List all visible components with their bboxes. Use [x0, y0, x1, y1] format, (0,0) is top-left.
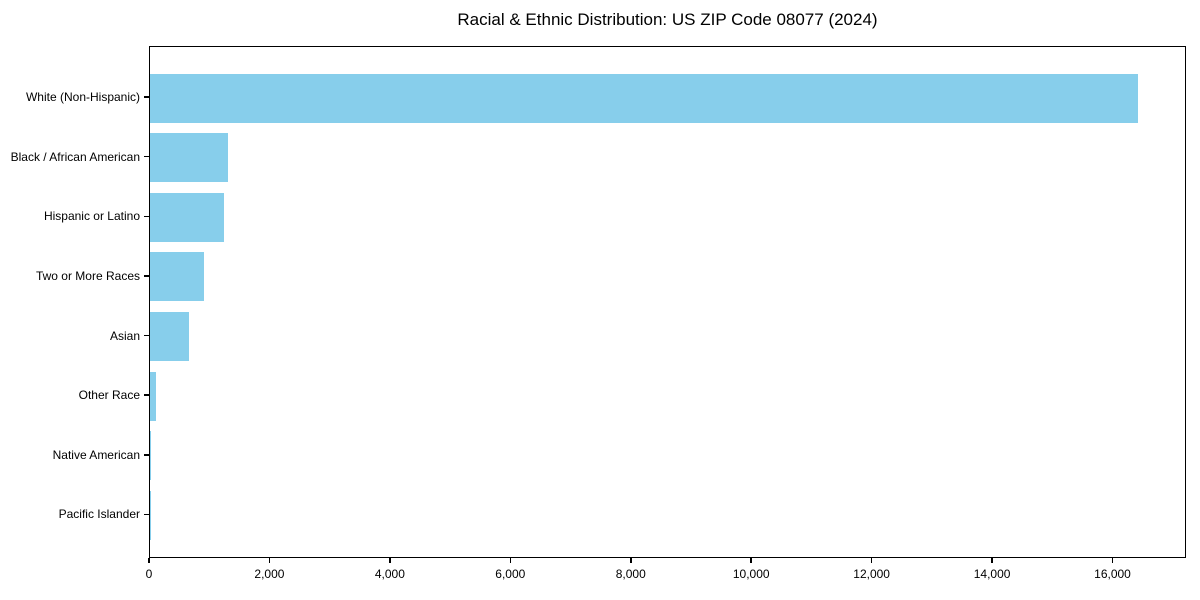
x-tick-mark [148, 558, 150, 563]
x-tick-mark [509, 558, 512, 563]
bar [150, 73, 1138, 123]
y-tick-label: Black / African American [10, 149, 140, 164]
x-tick-label: 4,000 [374, 567, 405, 581]
y-tick-label: Pacific Islander [58, 507, 140, 522]
x-tick-label: 2,000 [254, 567, 285, 581]
y-tick-label: Other Race [78, 388, 140, 403]
bar [150, 192, 225, 242]
x-tick-label: 16,000 [1094, 567, 1131, 581]
x-tick-mark [1111, 558, 1114, 563]
x-tick-label: 0 [145, 567, 153, 581]
y-tick-mark [143, 275, 149, 277]
y-tick-mark [143, 334, 149, 337]
y-tick-mark [143, 513, 149, 516]
x-tick-label: 12,000 [853, 567, 890, 581]
x-tick-mark [750, 558, 752, 563]
y-tick-mark [143, 155, 149, 158]
x-tick-label: 6,000 [495, 567, 526, 581]
x-tick-mark [991, 558, 993, 563]
y-tick-label: Hispanic or Latino [43, 209, 140, 224]
x-tick-label: 14,000 [973, 567, 1011, 581]
chart-title: Racial & Ethnic Distribution: US ZIP Cod… [457, 10, 878, 29]
plot-area [149, 46, 1186, 558]
bar [150, 312, 189, 362]
bar [150, 371, 156, 421]
y-tick-mark [143, 394, 149, 396]
x-tick-mark [268, 558, 271, 563]
x-tick-mark [630, 558, 632, 563]
x-tick-label: 10,000 [732, 567, 770, 581]
x-tick-mark [870, 558, 873, 563]
y-tick-mark [143, 454, 149, 456]
bar [150, 431, 151, 481]
bar [150, 133, 228, 183]
y-tick-mark [143, 215, 149, 218]
y-tick-label: Asian [109, 328, 140, 343]
y-tick-label: Two or More Races [35, 268, 140, 283]
x-tick-mark [389, 558, 391, 563]
y-tick-mark [143, 96, 149, 98]
bar [150, 252, 205, 302]
y-tick-label: Native American [52, 447, 140, 462]
x-tick-label: 8,000 [615, 567, 646, 581]
y-tick-label: White (Non-Hispanic) [25, 90, 140, 104]
